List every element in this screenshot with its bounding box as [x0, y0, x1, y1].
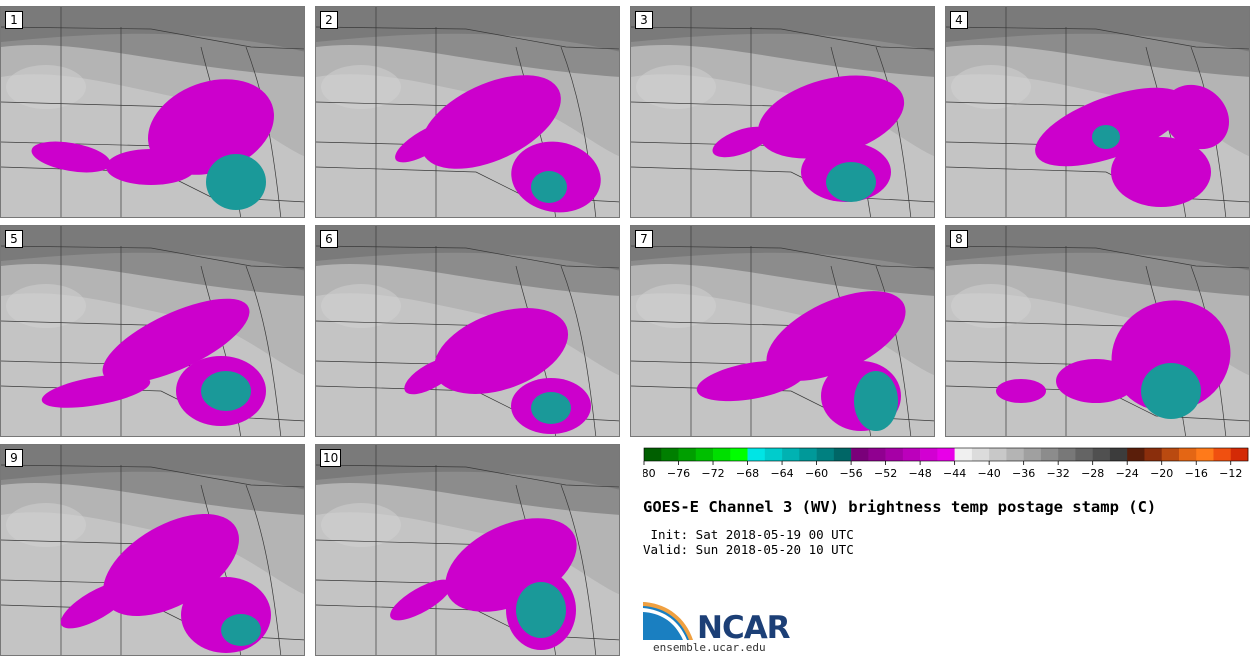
- stamp-10: 10: [315, 444, 620, 656]
- colorbar-swatch: [902, 448, 921, 461]
- colorbar-swatch: [920, 448, 938, 461]
- stamp-number: 3: [635, 11, 653, 29]
- colorbar-tick-label: −48: [909, 467, 932, 480]
- water-vapor-map: [946, 226, 1249, 436]
- colorbar-swatch: [747, 448, 766, 461]
- colorbar-swatch: [1230, 448, 1249, 461]
- water-vapor-map: [316, 7, 619, 217]
- colorbar-swatch: [1127, 448, 1145, 461]
- stamp-4: 4: [945, 6, 1250, 218]
- ncar-logo-mark: [643, 602, 693, 640]
- figure-title: GOES-E Channel 3 (WV) brightness temp po…: [643, 498, 1157, 516]
- colorbar-swatch: [1213, 448, 1232, 461]
- colorbar-swatch: [764, 448, 783, 461]
- colorbar-swatch: [1092, 448, 1111, 461]
- stamp-number: 6: [320, 230, 338, 248]
- colorbar-swatch: [799, 448, 817, 461]
- colorbar-swatch: [1178, 448, 1197, 461]
- water-vapor-map: [316, 226, 619, 436]
- water-vapor-map: [946, 7, 1249, 217]
- colorbar-swatch: [1109, 448, 1128, 461]
- colorbar-tick-label: −20: [1150, 467, 1173, 480]
- colorbar-swatch: [868, 448, 886, 461]
- colorbar-swatch: [816, 448, 835, 461]
- ncar-wordmark: NCAR: [697, 610, 791, 646]
- colorbar-tick-label: −60: [805, 467, 828, 480]
- colorbar-tick-label: −72: [701, 467, 724, 480]
- colorbar-swatch: [1040, 448, 1059, 461]
- stamp-3: 3: [630, 6, 935, 218]
- stamp-7: 7: [630, 225, 935, 437]
- init-time: Init: Sat 2018-05-19 00 UTC: [643, 527, 854, 542]
- colorbar-tick-label: −40: [978, 467, 1001, 480]
- colorbar-swatch: [833, 448, 852, 461]
- colorbar-swatch: [713, 448, 731, 461]
- colorbar-tick-label: −56: [839, 467, 862, 480]
- colorbar-tick-label: −16: [1185, 467, 1208, 480]
- stamp-6: 6: [315, 225, 620, 437]
- colorbar-swatch: [1196, 448, 1214, 461]
- water-vapor-map: [631, 226, 934, 436]
- colorbar-swatch: [1023, 448, 1042, 461]
- water-vapor-map: [316, 445, 619, 655]
- stamp-5: 5: [0, 225, 305, 437]
- water-vapor-map: [631, 7, 934, 217]
- stamp-number: 4: [950, 11, 968, 29]
- colorbar-swatch: [730, 448, 748, 461]
- water-vapor-map: [1, 7, 304, 217]
- colorbar-tick-label: −80: [643, 467, 656, 480]
- colorbar-swatch: [937, 448, 955, 461]
- ncar-url: ensemble.ucar.edu: [653, 641, 766, 654]
- ncar-logo: NCAR ensemble.ucar.edu: [643, 600, 803, 656]
- colorbar-swatch: [695, 448, 714, 461]
- colorbar-tick-label: −76: [667, 467, 690, 480]
- colorbar-swatch: [678, 448, 697, 461]
- stamp-2: 2: [315, 6, 620, 218]
- colorbar-swatch: [1006, 448, 1024, 461]
- stamp-9: 9: [0, 444, 305, 656]
- colorbar-tick-label: −44: [943, 467, 966, 480]
- colorbar-tick-label: −36: [1012, 467, 1035, 480]
- colorbar-swatch: [1075, 448, 1093, 461]
- colorbar-swatch: [1058, 448, 1076, 461]
- colorbar-swatch: [644, 448, 662, 461]
- stamp-number: 1: [5, 11, 23, 29]
- stamp-number: 9: [5, 449, 23, 467]
- water-vapor-map: [1, 445, 304, 655]
- stamp-number: 5: [5, 230, 23, 248]
- colorbar-swatch: [971, 448, 990, 461]
- water-vapor-map: [1, 226, 304, 436]
- colorbar-tick-label: −68: [736, 467, 759, 480]
- stamp-number: 7: [635, 230, 653, 248]
- colorbar-tick-label: −24: [1116, 467, 1139, 480]
- colorbar-tick-label: −32: [1047, 467, 1070, 480]
- colorbar-swatch: [885, 448, 904, 461]
- colorbar-swatch: [661, 448, 679, 461]
- colorbar-swatch: [851, 448, 869, 461]
- colorbar-tick-label: −52: [874, 467, 897, 480]
- stamp-8: 8: [945, 225, 1250, 437]
- colorbar-swatch: [989, 448, 1007, 461]
- stamp-1: 1: [0, 6, 305, 218]
- colorbar-tick-label: −28: [1081, 467, 1104, 480]
- colorbar-swatch: [954, 448, 973, 461]
- stamp-number: 8: [950, 230, 968, 248]
- colorbar-swatch: [782, 448, 800, 461]
- colorbar-ticks: −80−76−72−68−64−60−56−52−48−44−40−36−32−…: [643, 461, 1242, 480]
- stamp-number: 2: [320, 11, 338, 29]
- colorbar-swatch: [1144, 448, 1163, 461]
- colorbar-swatch: [1161, 448, 1180, 461]
- colorbar-tick-label: −12: [1219, 467, 1242, 480]
- valid-time: Valid: Sun 2018-05-20 10 UTC: [643, 542, 854, 557]
- colorbar-swatches: [643, 447, 1249, 462]
- colorbar-tick-label: −64: [770, 467, 793, 480]
- stamp-number: 10: [320, 449, 342, 467]
- colorbar: −80−76−72−68−64−60−56−52−48−44−40−36−32−…: [643, 447, 1249, 480]
